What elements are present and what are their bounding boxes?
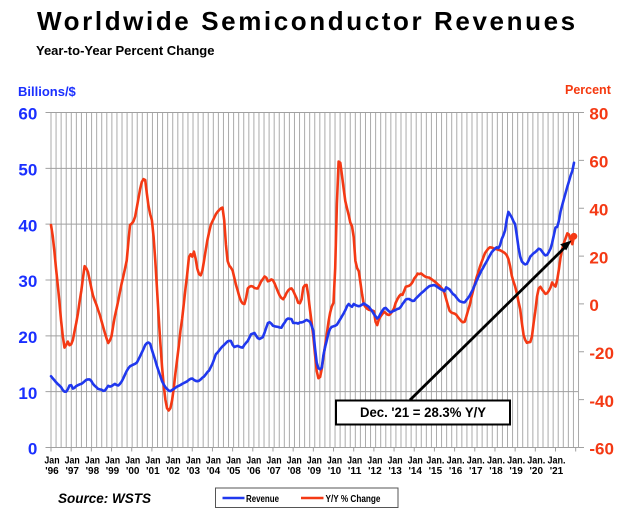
- svg-text:'99: '99: [106, 466, 120, 477]
- svg-text:60: 60: [18, 105, 37, 124]
- svg-text:80: 80: [589, 105, 608, 124]
- svg-text:Jan.: Jan.: [507, 455, 525, 466]
- svg-text:'08: '08: [287, 466, 301, 477]
- svg-text:'19: '19: [509, 466, 523, 477]
- svg-text:'11: '11: [348, 466, 362, 477]
- svg-text:'97: '97: [65, 466, 79, 477]
- svg-text:Jan: Jan: [287, 455, 302, 466]
- svg-text:Jan.: Jan.: [487, 455, 505, 466]
- svg-text:0: 0: [28, 440, 37, 459]
- svg-text:'18: '18: [489, 466, 503, 477]
- svg-text:-20: -20: [589, 344, 614, 363]
- svg-text:Dec. '21 = 28.3% Y/Y: Dec. '21 = 28.3% Y/Y: [360, 404, 487, 420]
- svg-text:Jan: Jan: [367, 455, 382, 466]
- svg-text:'17: '17: [469, 466, 483, 477]
- svg-text:'14: '14: [408, 466, 422, 477]
- svg-text:Jan.: Jan.: [447, 455, 465, 466]
- svg-text:Jan: Jan: [125, 455, 140, 466]
- svg-text:Jan.: Jan.: [548, 455, 566, 466]
- svg-text:Jan.: Jan.: [527, 455, 545, 466]
- svg-text:Jan.: Jan.: [467, 455, 485, 466]
- svg-text:Jan: Jan: [307, 455, 322, 466]
- svg-text:50: 50: [18, 161, 37, 180]
- svg-text:'12: '12: [368, 466, 382, 477]
- svg-text:Jan: Jan: [166, 455, 181, 466]
- svg-text:'15: '15: [429, 466, 443, 477]
- svg-text:Jan: Jan: [266, 455, 281, 466]
- svg-text:Jan: Jan: [85, 455, 100, 466]
- svg-text:'06: '06: [247, 466, 261, 477]
- svg-text:Jan: Jan: [388, 455, 403, 466]
- svg-text:Jan: Jan: [206, 455, 221, 466]
- svg-text:40: 40: [18, 216, 37, 235]
- svg-text:Jan: Jan: [105, 455, 120, 466]
- svg-text:'02: '02: [166, 466, 180, 477]
- svg-text:'00: '00: [126, 466, 140, 477]
- svg-text:'07: '07: [267, 466, 281, 477]
- svg-text:20: 20: [18, 328, 37, 347]
- svg-text:0: 0: [589, 296, 598, 315]
- svg-text:'20: '20: [530, 466, 544, 477]
- svg-text:Revenue: Revenue: [246, 494, 279, 505]
- svg-text:'10: '10: [328, 466, 342, 477]
- svg-text:Jan: Jan: [246, 455, 261, 466]
- svg-text:'09: '09: [308, 466, 322, 477]
- svg-text:'03: '03: [187, 466, 201, 477]
- svg-text:Jan: Jan: [44, 455, 59, 466]
- svg-text:-60: -60: [589, 440, 614, 459]
- svg-text:'98: '98: [86, 466, 100, 477]
- svg-text:Y/Y % Change: Y/Y % Change: [326, 494, 381, 505]
- svg-text:Jan: Jan: [327, 455, 342, 466]
- svg-text:30: 30: [18, 272, 37, 291]
- svg-text:'05: '05: [227, 466, 241, 477]
- svg-text:'04: '04: [207, 466, 221, 477]
- svg-text:Jan: Jan: [226, 455, 241, 466]
- svg-text:'16: '16: [449, 466, 463, 477]
- svg-text:40: 40: [589, 200, 608, 219]
- svg-text:Jan: Jan: [347, 455, 362, 466]
- svg-text:60: 60: [589, 153, 608, 172]
- svg-text:-40: -40: [589, 392, 614, 411]
- svg-text:Jan: Jan: [186, 455, 201, 466]
- svg-text:'21: '21: [550, 466, 564, 477]
- svg-text:Jan.: Jan.: [426, 455, 444, 466]
- svg-text:Jan: Jan: [65, 455, 80, 466]
- svg-text:20: 20: [589, 248, 608, 267]
- svg-text:'01: '01: [146, 466, 160, 477]
- svg-text:'13: '13: [388, 466, 402, 477]
- svg-text:'96: '96: [45, 466, 59, 477]
- svg-text:Jan: Jan: [145, 455, 160, 466]
- svg-text:10: 10: [18, 384, 37, 403]
- svg-text:Jan: Jan: [408, 455, 423, 466]
